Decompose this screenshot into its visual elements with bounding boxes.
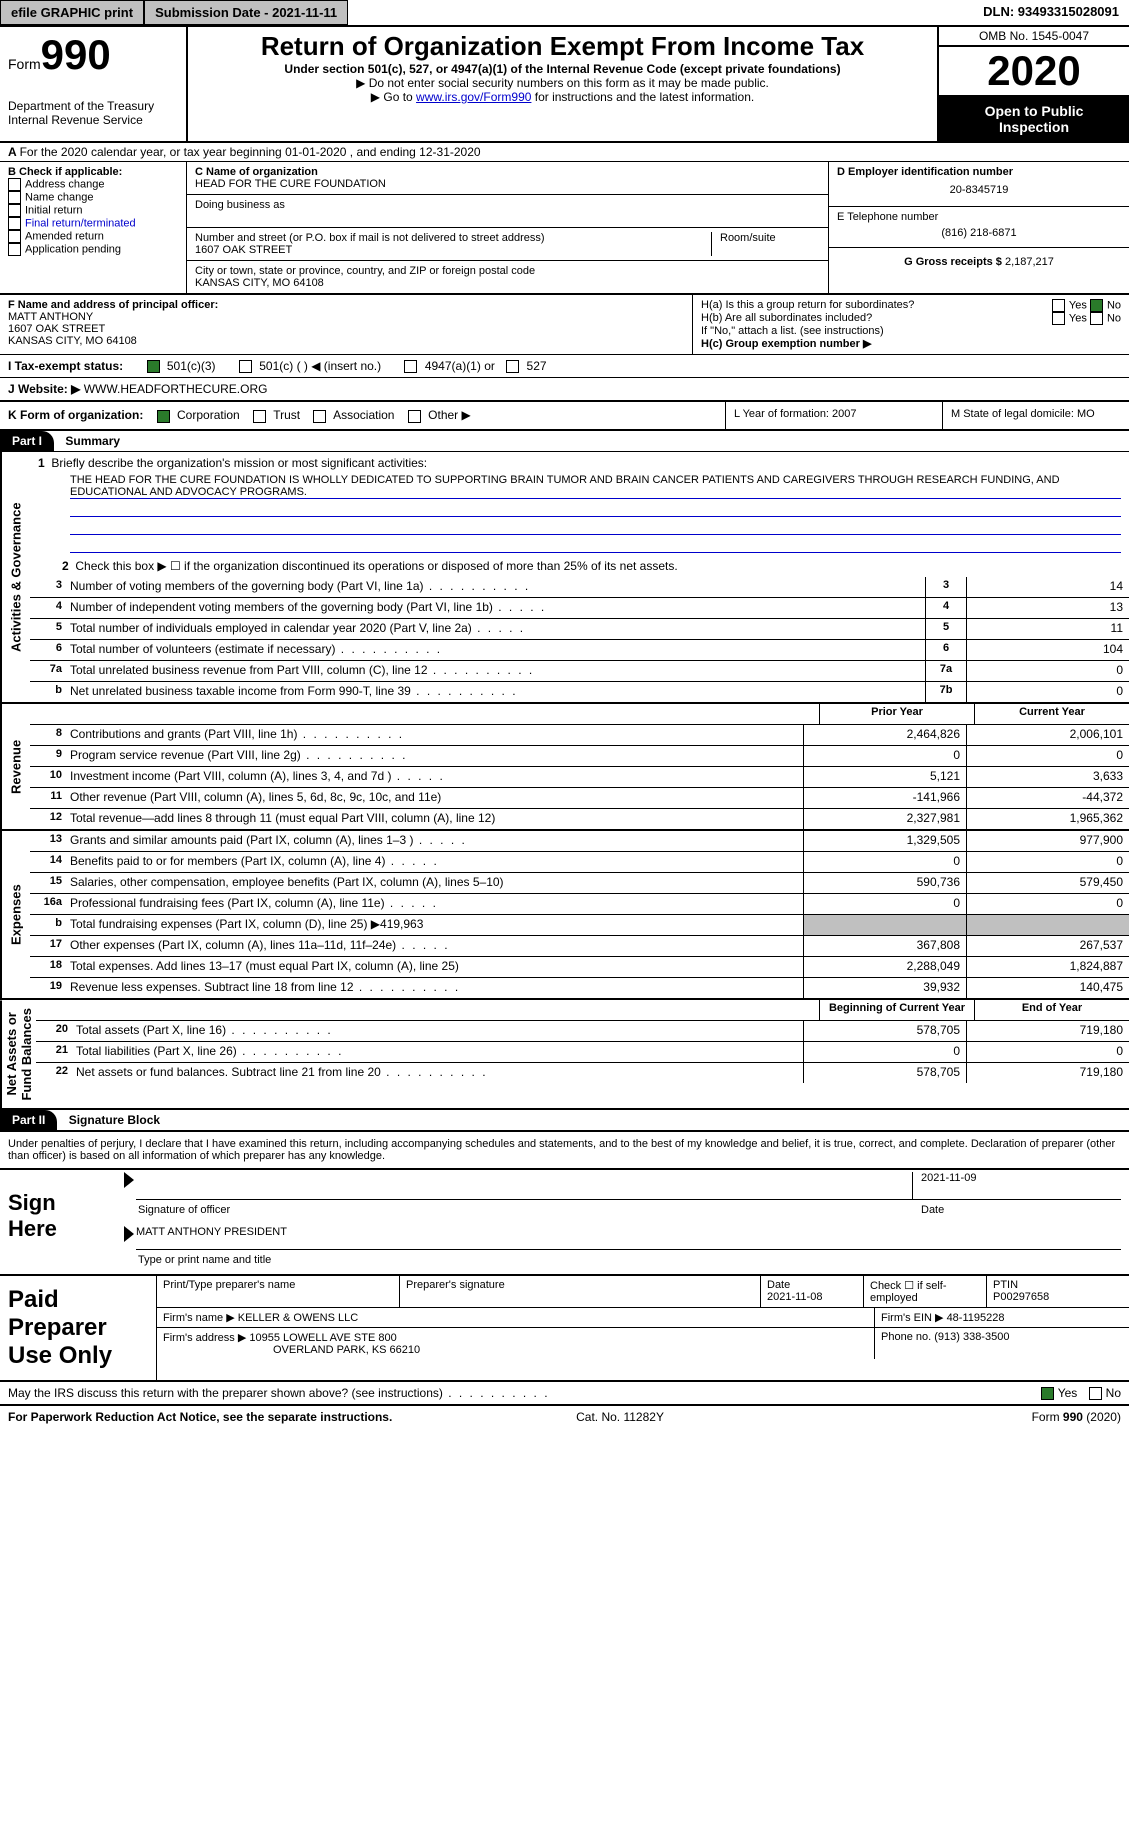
address-cell: Number and street (or P.O. box if mail i… xyxy=(187,228,828,261)
telephone-cell: E Telephone number (816) 218-6871 xyxy=(829,207,1129,248)
part-2-header: Part II Signature Block xyxy=(0,1110,1129,1130)
sign-here-section: Sign Here 2021-11-09 Signature of office… xyxy=(0,1168,1129,1276)
arrow-icon xyxy=(124,1172,134,1188)
top-bar: efile GRAPHIC print Submission Date - 20… xyxy=(0,0,1129,27)
dept-treasury: Department of the Treasury Internal Reve… xyxy=(8,99,178,127)
org-name-cell: C Name of organization HEAD FOR THE CURE… xyxy=(187,162,828,195)
form-header: Form990 Department of the Treasury Inter… xyxy=(0,27,1129,143)
city-cell: City or town, state or province, country… xyxy=(187,261,828,293)
tab-net-assets: Net Assets or Fund Balances xyxy=(0,1000,36,1108)
arrow-icon xyxy=(124,1226,134,1242)
paid-preparer-section: Paid Preparer Use Only Print/Type prepar… xyxy=(0,1276,1129,1382)
tax-year: 2020 xyxy=(939,47,1129,97)
principal-officer: F Name and address of principal officer:… xyxy=(0,295,693,354)
dln: DLN: 93493315028091 xyxy=(973,0,1129,25)
perjury-declaration: Under penalties of perjury, I declare th… xyxy=(0,1130,1129,1168)
form-title: Return of Organization Exempt From Incom… xyxy=(196,31,929,62)
tab-revenue: Revenue xyxy=(0,704,30,829)
subtitle-3: ▶ Go to www.irs.gov/Form990 for instruct… xyxy=(196,90,929,104)
form-number: Form990 xyxy=(8,31,178,79)
submission-date: Submission Date - 2021-11-11 xyxy=(144,0,348,25)
tab-governance: Activities & Governance xyxy=(0,452,30,702)
form-of-org: K Form of organization: Corporation Trus… xyxy=(0,402,726,428)
subtitle-2: ▶ Do not enter social security numbers o… xyxy=(196,76,929,90)
tab-expenses: Expenses xyxy=(0,831,30,998)
page-footer: For Paperwork Reduction Act Notice, see … xyxy=(0,1406,1129,1428)
discuss-row: May the IRS discuss this return with the… xyxy=(0,1382,1129,1406)
dba-cell: Doing business as xyxy=(187,195,828,228)
year-formation: L Year of formation: 2007 xyxy=(726,402,943,428)
irs-link[interactable]: www.irs.gov/Form990 xyxy=(416,90,531,104)
part-1-header: Part I Summary xyxy=(0,431,1129,452)
state-domicile: M State of legal domicile: MO xyxy=(943,402,1129,428)
open-inspection: Open to Public Inspection xyxy=(939,97,1129,141)
website-row: J Website: ▶ WWW.HEADFORTHECURE.ORG xyxy=(0,378,1129,400)
subtitle-1: Under section 501(c), 527, or 4947(a)(1)… xyxy=(196,62,929,76)
gross-receipts: G Gross receipts $ 2,187,217 xyxy=(829,248,1129,276)
ein-cell: D Employer identification number 20-8345… xyxy=(829,162,1129,207)
mission-text: THE HEAD FOR THE CURE FOUNDATION IS WHOL… xyxy=(70,474,1121,499)
line-2: 2 Check this box ▶ ☐ if the organization… xyxy=(30,555,1129,577)
row-a-period: A For the 2020 calendar year, or tax yea… xyxy=(0,143,1129,162)
omb-number: OMB No. 1545-0047 xyxy=(939,27,1129,47)
efile-button[interactable]: efile GRAPHIC print xyxy=(0,0,144,25)
group-return-section: H(a) Is this a group return for subordin… xyxy=(693,295,1129,354)
tax-exempt-status: I Tax-exempt status: 501(c)(3) 501(c) ( … xyxy=(0,355,1129,377)
col-b-checkboxes: B Check if applicable: Address change Na… xyxy=(0,162,187,293)
